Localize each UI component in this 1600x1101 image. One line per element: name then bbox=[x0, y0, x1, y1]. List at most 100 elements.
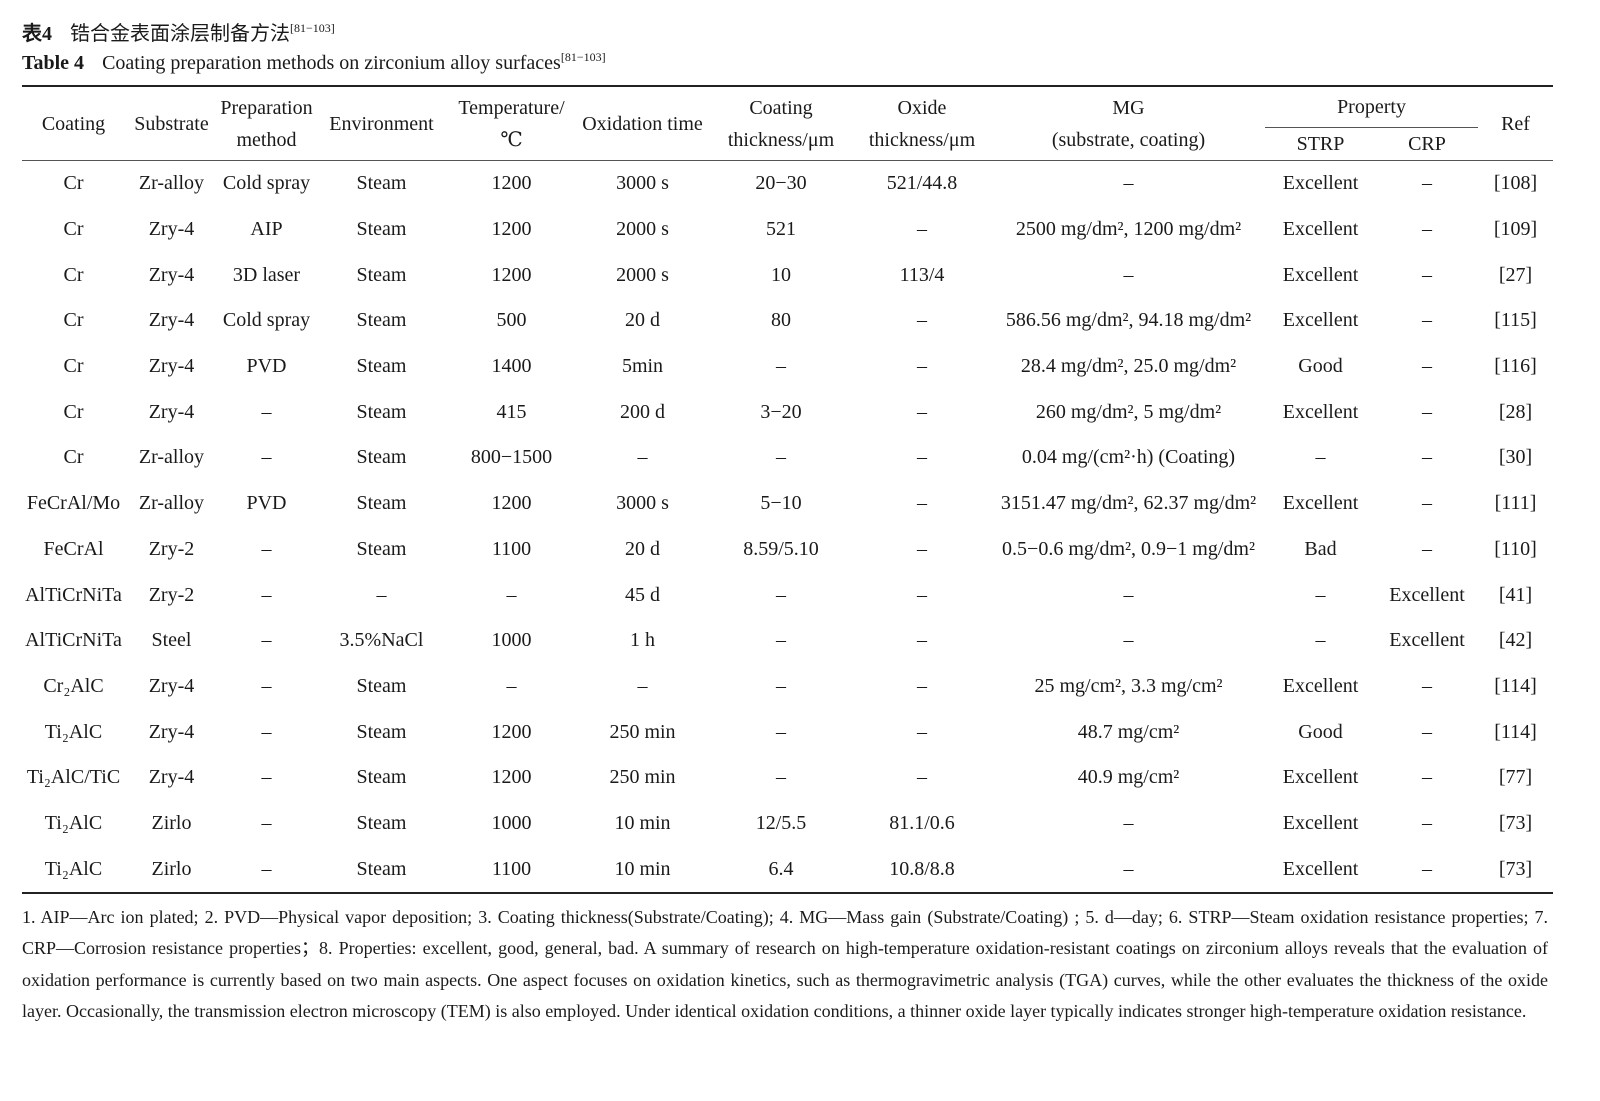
header-substrate: Substrate bbox=[134, 112, 209, 135]
coating-table: Coating Substrate Preparation method Envi… bbox=[22, 85, 1554, 894]
cell-mass-gain: 25 mg/cm², 3.3 mg/cm² bbox=[1034, 674, 1223, 697]
cell-coating: Cr₂AlC bbox=[43, 674, 104, 697]
header-temperature: Temperature/℃ bbox=[458, 96, 565, 151]
cell-environment: Steam bbox=[356, 446, 407, 469]
cell-crp: – bbox=[1422, 172, 1432, 195]
cell-strp: Good bbox=[1298, 720, 1343, 743]
cell-coating: FeCrAl/Mo bbox=[26, 492, 121, 515]
cell-mass-gain: – bbox=[1123, 811, 1134, 834]
cell-mass-gain: – bbox=[1123, 857, 1134, 880]
cell-preparation-method: – bbox=[261, 811, 272, 834]
cell-crp: – bbox=[1422, 263, 1432, 286]
cell-crp: – bbox=[1422, 537, 1432, 560]
cell-coating-thickness: 12/5.5 bbox=[755, 811, 807, 834]
cell-substrate: Zry-2 bbox=[148, 537, 195, 560]
cell-substrate: Zr-alloy bbox=[138, 492, 205, 515]
cell-preparation-method: – bbox=[261, 400, 272, 423]
cell-mass-gain: 48.7 mg/cm² bbox=[1077, 720, 1180, 743]
cell-oxidation-time: 200 d bbox=[620, 400, 665, 423]
cell-coating-thickness: – bbox=[776, 583, 786, 606]
cell-crp: – bbox=[1422, 309, 1432, 332]
cell-substrate: Zry-2 bbox=[148, 583, 195, 606]
cell-coating: Cr bbox=[63, 400, 84, 423]
cell-environment: 3.5%NaCl bbox=[339, 629, 424, 652]
cell-coating-thickness: 10 bbox=[771, 263, 791, 286]
cell-mass-gain: 3151.47 mg/dm², 62.37 mg/dm² bbox=[1000, 492, 1257, 515]
cell-preparation-method: Cold spray bbox=[222, 172, 311, 195]
cell-coating: Cr bbox=[63, 355, 84, 378]
cell-temperature: 1000 bbox=[491, 811, 532, 834]
citation-ref: [81−103] bbox=[560, 50, 606, 64]
cell-substrate: Zr-alloy bbox=[138, 172, 205, 195]
cell-ref: [30] bbox=[1498, 446, 1533, 469]
cell-preparation-method: AIP bbox=[250, 218, 283, 241]
cell-oxidation-time: 2000 s bbox=[616, 263, 669, 286]
cell-oxide-thickness: – bbox=[917, 674, 927, 697]
cell-oxide-thickness: – bbox=[917, 492, 927, 515]
cell-preparation-method: – bbox=[261, 583, 272, 606]
cell-substrate: Zry-4 bbox=[148, 355, 195, 378]
cell-oxide-thickness: 113/4 bbox=[899, 263, 945, 286]
header-oxidation-time: Oxidation time bbox=[582, 112, 703, 135]
cell-oxidation-time: – bbox=[637, 446, 648, 469]
cell-mass-gain: – bbox=[1123, 629, 1134, 652]
cell-strp: Excellent bbox=[1282, 263, 1359, 286]
cell-temperature: 1200 bbox=[491, 263, 532, 286]
table-row: Ti₂AlC/TiC Zry-4 – Steam 1200 250 min – – 40.9 m… bbox=[22, 755, 1553, 801]
cell-environment: Steam bbox=[356, 537, 407, 560]
cell-mass-gain: 40.9 mg/cm² bbox=[1077, 766, 1180, 789]
cell-temperature: 415 bbox=[496, 400, 527, 423]
cell-ref: [111] bbox=[1494, 492, 1537, 515]
cell-coating-thickness: 80 bbox=[771, 309, 791, 332]
cell-preparation-method: – bbox=[261, 857, 272, 880]
cell-oxidation-time: 1 h bbox=[630, 629, 655, 652]
cell-oxide-thickness: – bbox=[917, 720, 927, 743]
cell-coating-thickness: 521 bbox=[766, 218, 796, 241]
cell-preparation-method: – bbox=[261, 766, 272, 789]
cell-ref: [115] bbox=[1494, 309, 1537, 332]
cell-substrate: Zry-4 bbox=[148, 218, 195, 241]
cell-strp: Excellent bbox=[1282, 172, 1359, 195]
table-row: Cr₂AlC Zry-4 – Steam – – – – 25 mg/cm², 3.3 mg/c… bbox=[22, 664, 1553, 710]
cell-oxide-thickness: – bbox=[917, 400, 927, 423]
cell-ref: [110] bbox=[1494, 537, 1537, 560]
table-row: Ti₂AlC Zry-4 – Steam 1200 250 min – – 48.7 mg/cm… bbox=[22, 709, 1553, 755]
cell-environment: Steam bbox=[356, 172, 407, 195]
cell-coating-thickness: – bbox=[776, 674, 786, 697]
cell-substrate: Zirlo bbox=[151, 857, 192, 880]
cell-oxide-thickness: – bbox=[917, 537, 927, 560]
cell-temperature: 1100 bbox=[491, 857, 532, 880]
cell-substrate: Zry-4 bbox=[148, 263, 195, 286]
cell-crp: – bbox=[1422, 857, 1432, 880]
cell-oxidation-time: 2000 s bbox=[616, 218, 669, 241]
cell-coating: Ti₂AlC/TiC bbox=[26, 766, 121, 789]
cell-oxidation-time: 20 d bbox=[625, 537, 660, 560]
citation-ref: [81−103] bbox=[290, 21, 335, 35]
header-property: Property bbox=[1265, 86, 1479, 128]
cell-environment: Steam bbox=[356, 309, 407, 332]
cell-oxidation-time: 10 min bbox=[614, 857, 671, 880]
cell-substrate: Zr-alloy bbox=[138, 446, 205, 469]
cell-coating: Ti₂AlC bbox=[44, 811, 103, 834]
cell-oxide-thickness: 81.1/0.6 bbox=[889, 811, 955, 834]
cell-ref: [108] bbox=[1493, 172, 1538, 195]
header-oxide-thickness: Oxide thickness/μm bbox=[868, 96, 976, 151]
cell-temperature: 1200 bbox=[491, 172, 532, 195]
cell-coating-thickness: 6.4 bbox=[768, 857, 794, 880]
cell-preparation-method: – bbox=[261, 674, 272, 697]
cell-substrate: Zry-4 bbox=[148, 674, 195, 697]
cell-ref: [73] bbox=[1498, 857, 1533, 880]
cell-temperature: – bbox=[506, 583, 517, 606]
cell-strp: Good bbox=[1298, 355, 1343, 378]
cell-coating-thickness: – bbox=[776, 720, 786, 743]
cell-mass-gain: – bbox=[1123, 583, 1134, 606]
cell-crp: – bbox=[1422, 400, 1432, 423]
table-title-en: Coating preparation methods on zirconium… bbox=[102, 52, 561, 74]
table-footnote: 1. AIP—Arc ion plated; 2. PVD—Physical v… bbox=[22, 907, 1548, 1021]
table-title-cn: 锆合金表面涂层制备方法 bbox=[70, 23, 290, 45]
cell-coating: Cr bbox=[63, 218, 84, 241]
cell-temperature: 500 bbox=[496, 309, 527, 332]
cell-oxidation-time: 250 min bbox=[609, 720, 676, 743]
table-row: FeCrAl/Mo Zr-alloy PVD Steam 1200 3000 s 5−10 –… bbox=[22, 481, 1553, 527]
cell-strp: Excellent bbox=[1282, 309, 1359, 332]
